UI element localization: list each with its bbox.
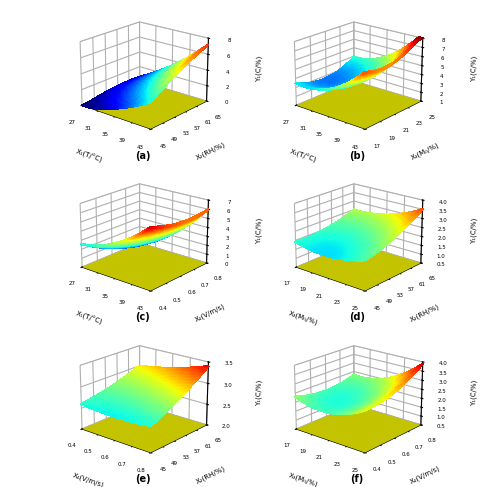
- X-axis label: X₁(T/°C): X₁(T/°C): [74, 148, 103, 164]
- Y-axis label: X₄(V/m/s): X₄(V/m/s): [408, 465, 441, 486]
- Y-axis label: X₂(RH/%): X₂(RH/%): [409, 303, 440, 323]
- X-axis label: X₄(V/m/s): X₄(V/m/s): [72, 471, 106, 487]
- Text: (e): (e): [135, 474, 150, 484]
- Y-axis label: X₂(RH/%): X₂(RH/%): [194, 465, 226, 485]
- X-axis label: X₃(M₀/%): X₃(M₀/%): [288, 310, 318, 326]
- X-axis label: X₃(M₀/%): X₃(M₀/%): [288, 472, 318, 487]
- Text: (a): (a): [135, 150, 150, 161]
- X-axis label: X₁(T/°C): X₁(T/°C): [74, 310, 103, 326]
- Text: (c): (c): [136, 313, 150, 322]
- Text: (f): (f): [350, 474, 364, 484]
- Text: (d): (d): [349, 313, 365, 322]
- Text: (b): (b): [349, 150, 365, 161]
- Y-axis label: X₃(M₀/%): X₃(M₀/%): [410, 142, 440, 161]
- X-axis label: X₁(T/°C): X₁(T/°C): [288, 148, 318, 164]
- Y-axis label: X₄(V/m/s): X₄(V/m/s): [194, 303, 226, 323]
- Y-axis label: X₂(RH/%): X₂(RH/%): [194, 141, 226, 162]
